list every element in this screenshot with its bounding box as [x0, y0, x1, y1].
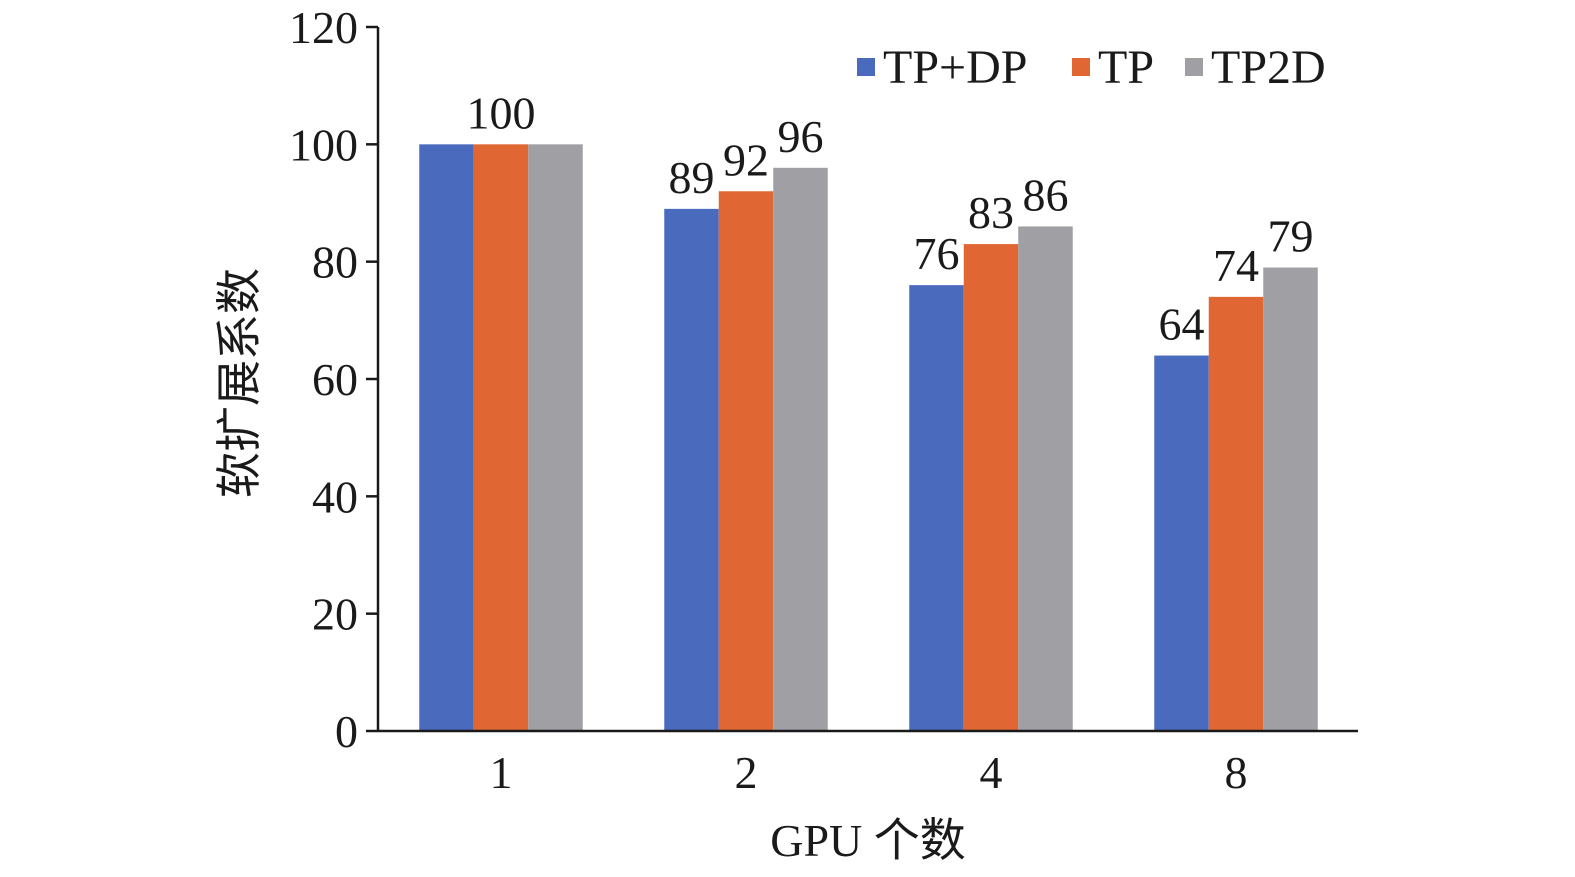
bar-tp2d-1: [528, 144, 583, 732]
x-tick-label-8: 8: [1225, 747, 1248, 798]
data-label-tp-8: 74: [1213, 240, 1259, 291]
x-axis-title: GPU 个数: [770, 815, 966, 866]
data-label-tp-4: 83: [968, 187, 1014, 238]
bars-group: [419, 144, 1318, 732]
y-tick-label-60: 60: [312, 354, 358, 405]
data-label-tp2d-4: 86: [1023, 169, 1069, 220]
y-tick-label-20: 20: [312, 589, 358, 640]
y-tick-label-0: 0: [335, 706, 358, 757]
bar-tp-1: [473, 144, 529, 732]
data-label-tp-1: 100: [467, 87, 536, 138]
legend: TP+DP TP TP2D: [857, 41, 1326, 94]
legend-swatch-tp: [1072, 58, 1090, 76]
bar-tp2d-4: [1018, 226, 1073, 731]
bar-tp-dp-1: [419, 144, 474, 732]
data-label-tp-dp-4: 76: [914, 228, 960, 279]
y-tick-label-120: 120: [289, 2, 358, 53]
bar-tp-dp-4: [909, 285, 964, 731]
y-axis-title: 软扩展系数: [214, 268, 265, 498]
x-tick-label-1: 1: [490, 747, 513, 798]
data-label-tp2d-2: 96: [778, 111, 824, 162]
legend-swatch-tp2d: [1185, 58, 1203, 76]
bar-tp2d-2: [773, 167, 828, 732]
bar-tp-dp-2: [664, 208, 719, 731]
legend-label-tp2d: TP2D: [1211, 41, 1326, 94]
bar-tp-4: [963, 244, 1019, 732]
bar-tp-2: [718, 191, 774, 731]
legend-label-tp-dp: TP+DP: [883, 41, 1027, 94]
legend-label-tp: TP: [1098, 41, 1154, 94]
bar-tp2d-8: [1263, 267, 1318, 731]
y-tick-label-100: 100: [289, 119, 358, 170]
y-tick-label-40: 40: [312, 471, 358, 522]
axes-group: 0 20 40 60 80 100 120 1 2 4 8: [289, 2, 1358, 798]
data-label-tp-dp-2: 89: [669, 152, 715, 203]
data-label-tp-2: 92: [723, 134, 769, 185]
y-tick-label-80: 80: [312, 237, 358, 288]
legend-swatch-tp-dp: [857, 58, 875, 76]
x-tick-label-2: 2: [735, 747, 758, 798]
x-tick-label-4: 4: [980, 747, 1003, 798]
data-label-tp2d-8: 79: [1268, 211, 1314, 262]
bar-tp-8: [1208, 296, 1264, 731]
bar-tp-dp-8: [1154, 355, 1209, 731]
data-label-tp-dp-8: 64: [1159, 299, 1205, 350]
